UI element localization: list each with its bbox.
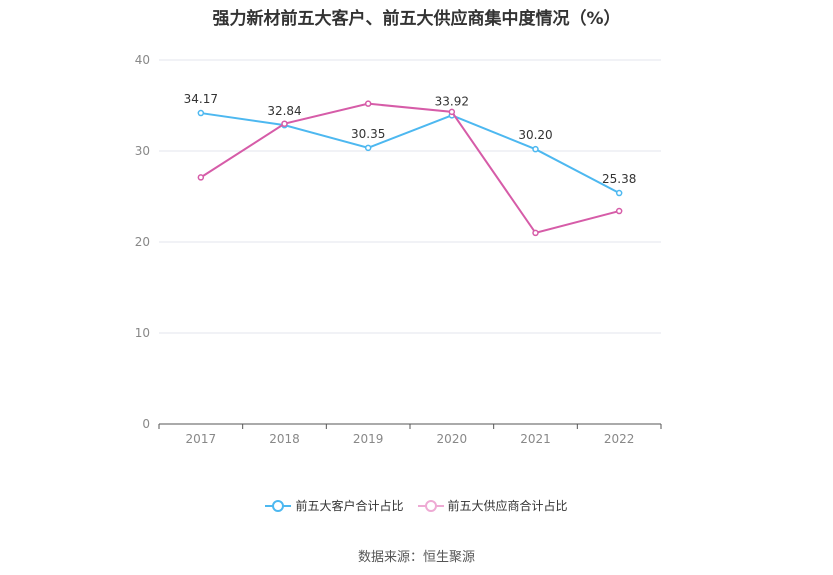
data-label: 34.17 [184, 92, 218, 106]
legend-item-customers[interactable]: 前五大客户合计占比 [265, 497, 404, 514]
data-point [615, 207, 623, 215]
data-label: 33.92 [435, 94, 469, 108]
y-tick-label: 0 [142, 417, 150, 431]
source-note: 数据来源：恒生聚源 [357, 550, 475, 565]
x-tick-label: 2017 [186, 432, 217, 446]
data-point [615, 189, 623, 197]
legend-marker-icon [417, 499, 444, 512]
data-label: 30.35 [351, 127, 385, 141]
legend-label: 前五大供应商合计占比 [447, 499, 568, 513]
x-tick-label: 2019 [353, 432, 384, 446]
data-label: 32.84 [267, 104, 301, 118]
data-point [448, 108, 456, 116]
legend-marker-icon [265, 499, 292, 512]
x-tick-label: 2018 [269, 432, 300, 446]
y-tick-label: 10 [135, 326, 150, 340]
series-line-1 [200, 102, 620, 235]
y-tick-label: 30 [135, 144, 150, 158]
legend-item-suppliers[interactable]: 前五大供应商合计占比 [417, 497, 568, 514]
chart-title: 强力新材前五大客户、前五大供应商集中度情况（%） [212, 9, 621, 29]
data-point [532, 229, 539, 237]
data-point [281, 120, 288, 127]
series-line-0 [200, 112, 620, 194]
data-label: 25.38 [602, 172, 636, 186]
data-point [197, 174, 205, 181]
data-point [532, 145, 539, 153]
legend-label: 前五大客户合计占比 [295, 499, 404, 513]
y-tick-label: 20 [135, 235, 150, 249]
y-tick-label: 40 [135, 53, 150, 67]
data-label: 30.20 [518, 128, 552, 142]
data-point [197, 109, 205, 117]
data-point [364, 144, 372, 152]
x-tick-label: 2021 [520, 432, 551, 446]
legend: 前五大客户合计占比 前五大供应商合计占比 [0, 497, 833, 514]
x-tick-label: 2020 [437, 432, 468, 446]
x-tick-label: 2022 [604, 432, 635, 446]
data-point [364, 100, 372, 107]
